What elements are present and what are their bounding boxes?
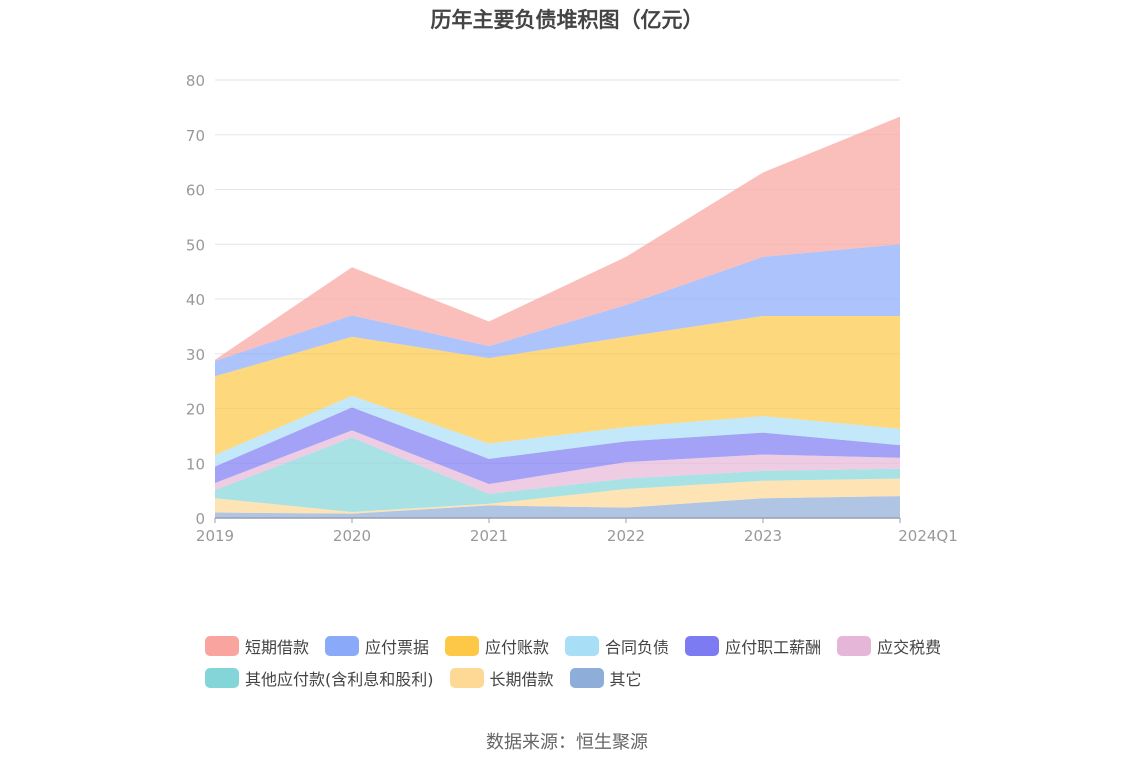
- area-应付票据: [215, 244, 900, 377]
- legend-item[interactable]: 长期借款: [449, 666, 554, 690]
- legend-item[interactable]: 应付票据: [325, 634, 429, 658]
- x-tick-label: 2024Q1: [898, 527, 958, 545]
- legend-swatch: [445, 636, 480, 656]
- area-series: [215, 116, 900, 518]
- legend-swatch: [685, 636, 720, 656]
- legend-item[interactable]: 应交税费: [837, 634, 941, 658]
- legend-swatch: [837, 636, 872, 656]
- stacked-area-chart: 0 10 20 30 40 50 60 70 80 2019 2020 2021 2022 2023 202…: [186, 72, 958, 545]
- y-tick-label: 50: [186, 236, 205, 254]
- x-tick-label: 2023: [744, 527, 782, 545]
- legend-label: 应付职工薪酬: [725, 638, 822, 657]
- legend-item[interactable]: 短期借款: [205, 634, 309, 658]
- y-tick-label: 70: [186, 127, 205, 145]
- legend-swatch: [569, 668, 604, 688]
- y-tick-label: 40: [186, 291, 205, 309]
- y-tick-label: 0: [195, 510, 205, 528]
- legend-label: 应付票据: [365, 638, 430, 657]
- area-其他应付款-含利息和股利-: [215, 437, 900, 512]
- legend-swatch: [325, 636, 360, 656]
- x-tick-label: 2022: [607, 527, 645, 545]
- legend-item[interactable]: 应付账款: [445, 634, 549, 658]
- legend-item[interactable]: 应付职工薪酬: [685, 634, 821, 658]
- legend-label: 其他应付款(含利息和股利): [245, 670, 434, 689]
- legend-swatch: [449, 668, 484, 688]
- legend-label: 应付账款: [485, 638, 550, 657]
- y-tick-label: 30: [186, 346, 205, 364]
- area-应付职工薪酬: [215, 407, 900, 485]
- area-应付账款: [215, 315, 900, 456]
- area-应交税费: [215, 430, 900, 494]
- y-tick-label: 20: [186, 401, 205, 419]
- y-tick-label: 80: [186, 72, 205, 90]
- chart-title: 历年主要负债堆积图（亿元）: [430, 8, 704, 32]
- data-source: 数据来源：恒生聚源: [486, 732, 648, 753]
- x-tick-label: 2021: [470, 527, 508, 545]
- x-tick-label: 2020: [333, 527, 371, 545]
- legend: 短期借款 应付票据 应付账款 合同负债 应付职工薪酬 应交税费 其他应付款(含利息和股利)…: [205, 630, 965, 694]
- legend-swatch: [565, 636, 600, 656]
- y-tick-label: 60: [186, 182, 205, 200]
- legend-item[interactable]: 其它: [569, 666, 642, 690]
- axes: 0 10 20 30 40 50 60 70 80 2019 2020 2021 2022 2023 202…: [186, 72, 958, 545]
- legend-label: 应交税费: [877, 638, 942, 657]
- legend-row: 其他应付款(含利息和股利) 长期借款 其它: [205, 662, 965, 694]
- legend-swatch: [205, 668, 239, 688]
- legend-item[interactable]: 其他应付款(含利息和股利): [205, 666, 434, 690]
- area-其它: [215, 496, 900, 518]
- legend-label: 其它: [609, 670, 642, 689]
- legend-label: 合同负债: [605, 638, 670, 657]
- y-tick-label: 10: [186, 455, 205, 473]
- legend-swatch: [205, 636, 239, 656]
- legend-item[interactable]: 合同负债: [565, 634, 669, 658]
- legend-label: 长期借款: [489, 670, 554, 689]
- x-tick-label: 2019: [196, 527, 234, 545]
- legend-row: 短期借款 应付票据 应付账款 合同负债 应付职工薪酬 应交税费: [205, 630, 965, 662]
- area-合同负债: [215, 395, 900, 467]
- legend-label: 短期借款: [245, 638, 310, 657]
- area-长期借款: [215, 478, 900, 514]
- area-短期借款: [215, 116, 900, 361]
